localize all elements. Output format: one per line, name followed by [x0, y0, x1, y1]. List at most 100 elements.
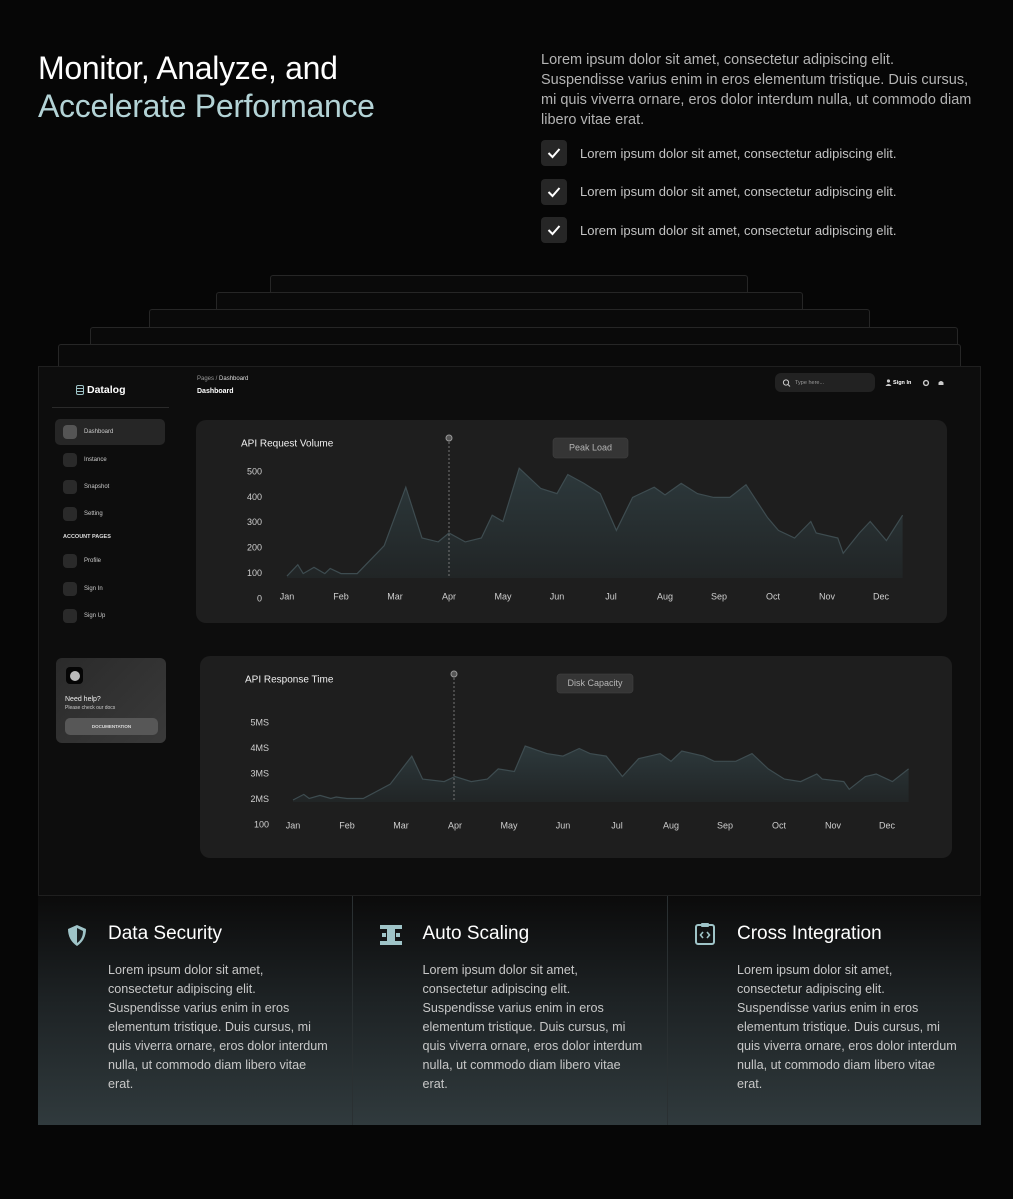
nav-label: Sign Up	[84, 613, 106, 619]
scaling-icon	[380, 925, 402, 945]
search-icon	[782, 378, 791, 387]
y-tick-label: 5MS	[250, 717, 269, 727]
brand: Datalog	[76, 384, 126, 396]
x-tick-label: Jun	[550, 591, 565, 601]
y-tick-label: 400	[247, 492, 262, 502]
chart-title: API Request Volume	[241, 439, 334, 450]
annotation: Peak Load	[569, 442, 612, 452]
feature-text: Lorem ipsum dolor sit amet, consectetur …	[422, 963, 643, 1091]
y-tick-label: 500	[247, 466, 262, 476]
check-icon	[547, 186, 561, 197]
nav-item[interactable]: Snapshot	[55, 474, 165, 500]
area-line	[292, 745, 909, 801]
annotation: Disk Capacity	[567, 678, 623, 688]
y-tick-label: 0	[257, 593, 262, 603]
help-card: Need help? Please check our docs DOCUMEN…	[56, 658, 166, 743]
nav-item[interactable]: Profile	[55, 548, 165, 574]
check-item: Lorem ipsum dolor sit amet, consectetur …	[541, 178, 981, 205]
sign-in-text: Sign In	[893, 379, 912, 386]
x-tick-label: Dec	[879, 820, 896, 830]
features-section	[38, 895, 981, 1125]
x-tick-label: Sep	[717, 820, 733, 830]
x-tick-label: Apr	[442, 591, 456, 601]
nav-item[interactable]: Instance	[55, 447, 165, 473]
search-box[interactable]: Type here...	[775, 373, 875, 392]
help-text: Please check our docs	[65, 705, 116, 711]
nav-icon	[63, 425, 77, 439]
y-tick-label: 200	[247, 543, 262, 553]
documentation-button[interactable]: DOCUMENTATION	[65, 718, 158, 735]
check-text: Lorem ipsum dolor sit amet, consectetur …	[580, 184, 897, 199]
x-tick-label: Apr	[448, 820, 462, 830]
y-tick-label: 100	[247, 568, 262, 578]
help-title: Need help?	[65, 696, 101, 703]
help-icon	[66, 667, 83, 684]
x-tick-label: Aug	[657, 591, 673, 601]
x-tick-label: Jul	[605, 591, 617, 601]
check-box	[541, 217, 567, 243]
y-tick-label: 4MS	[250, 743, 269, 753]
divider	[52, 407, 169, 408]
y-tick-label: 2MS	[250, 794, 269, 804]
nav-label: Setting	[84, 511, 103, 517]
nav-item[interactable]: Sign Up	[55, 603, 165, 629]
brand-name: Datalog	[87, 384, 126, 396]
x-tick-label: Oct	[766, 591, 781, 601]
nav-item[interactable]: Setting	[55, 501, 165, 527]
check-box	[541, 140, 567, 166]
search-placeholder: Type here...	[795, 379, 825, 386]
guide-dot	[445, 434, 453, 442]
nav-icon	[63, 480, 77, 494]
annotation-box	[556, 673, 634, 694]
guide-dot	[450, 670, 458, 678]
x-tick-label: Jan	[280, 591, 295, 601]
x-tick-label: Feb	[339, 820, 355, 830]
feature-text: Lorem ipsum dolor sit amet, consectetur …	[108, 963, 328, 1091]
x-tick-label: Feb	[333, 591, 349, 601]
toolbar-icons[interactable]	[922, 379, 946, 387]
area	[287, 468, 903, 578]
check-text: Lorem ipsum dolor sit amet, consectetur …	[580, 222, 897, 238]
check-icon	[547, 148, 561, 159]
nav-icon	[63, 453, 77, 467]
crumb[interactable]: Pages	[197, 376, 215, 382]
y-tick-label: 300	[247, 517, 262, 527]
sign-in-link[interactable]: Sign In	[885, 379, 911, 386]
area	[293, 746, 909, 802]
annotation-box	[552, 437, 629, 459]
x-tick-label: Jan	[286, 820, 301, 830]
nav-icon	[63, 507, 77, 521]
hero-description: Lorem ipsum dolor sit amet, consectetur …	[541, 52, 972, 128]
x-tick-label: Oct	[772, 820, 787, 830]
nav-item[interactable]: Dashboard	[55, 419, 165, 445]
nav-label: Sign In	[84, 586, 103, 592]
x-tick-label: Nov	[825, 820, 842, 830]
x-tick-label: May	[494, 591, 512, 601]
chart-title: API Response Time	[245, 675, 334, 686]
check-icon	[547, 225, 561, 236]
breadcrumb: Pages / Dashboard	[197, 376, 249, 382]
nav-label: Instance	[84, 457, 107, 463]
feature-title: Cross Integration	[737, 923, 882, 944]
feature-title: Data Security	[108, 923, 223, 944]
check-item: Lorem ipsum dolor sit amet, consectetur …	[541, 140, 981, 166]
area-line	[286, 467, 904, 577]
divider	[667, 896, 668, 1125]
x-tick-label: Dec	[873, 591, 890, 601]
security-icon	[68, 925, 86, 946]
stack-layer	[58, 344, 961, 366]
x-tick-label: Aug	[663, 820, 679, 830]
nav-icon	[63, 609, 77, 623]
nav-label: Profile	[84, 558, 102, 564]
page-title: Dashboard	[197, 388, 234, 395]
integration-icon	[695, 923, 715, 945]
nav-label: Snapshot	[84, 484, 110, 490]
hero-title-accent: Accelerate Performance	[38, 88, 375, 124]
y-tick-label: 100	[254, 819, 269, 829]
nav-item[interactable]: Sign In	[55, 576, 165, 602]
check-box	[541, 178, 567, 205]
x-tick-label: Nov	[819, 591, 836, 601]
x-tick-label: May	[500, 820, 518, 830]
